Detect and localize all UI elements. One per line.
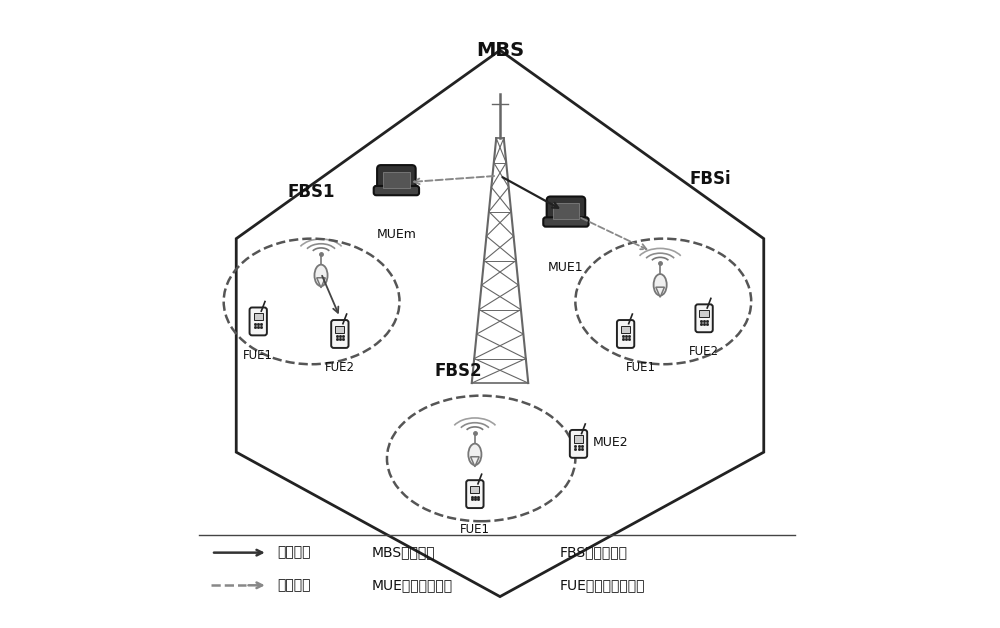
Text: FUE2: FUE2 xyxy=(689,345,719,359)
Text: FUE1: FUE1 xyxy=(460,523,490,536)
FancyBboxPatch shape xyxy=(543,217,589,227)
Text: MUE：宏基站用户: MUE：宏基站用户 xyxy=(371,578,452,592)
Text: FUE：家庭基站用户: FUE：家庭基站用户 xyxy=(560,578,645,592)
Text: 干扰信号: 干扰信号 xyxy=(277,578,311,592)
Text: FBS1: FBS1 xyxy=(288,183,335,201)
Bar xyxy=(470,485,479,493)
Text: MBS: MBS xyxy=(476,41,524,60)
Polygon shape xyxy=(471,457,479,467)
Polygon shape xyxy=(317,278,325,288)
FancyBboxPatch shape xyxy=(250,308,267,335)
Ellipse shape xyxy=(654,274,667,296)
FancyBboxPatch shape xyxy=(570,430,587,458)
Bar xyxy=(621,325,630,333)
Text: MBS：宏基站: MBS：宏基站 xyxy=(371,546,435,560)
Text: FBSi: FBSi xyxy=(690,170,731,188)
FancyBboxPatch shape xyxy=(547,197,585,225)
Ellipse shape xyxy=(314,264,328,286)
Text: FUE1: FUE1 xyxy=(626,361,656,374)
Text: FUE1: FUE1 xyxy=(243,349,273,362)
Bar xyxy=(335,325,344,333)
Bar xyxy=(574,435,583,443)
Bar xyxy=(699,310,709,317)
Text: FBS：家庭基站: FBS：家庭基站 xyxy=(560,546,628,560)
FancyBboxPatch shape xyxy=(617,320,634,348)
Bar xyxy=(254,313,263,320)
Text: MUE2: MUE2 xyxy=(592,436,628,449)
FancyBboxPatch shape xyxy=(377,165,416,194)
FancyBboxPatch shape xyxy=(695,305,713,332)
FancyBboxPatch shape xyxy=(374,186,419,195)
FancyBboxPatch shape xyxy=(466,480,484,508)
Bar xyxy=(383,172,410,188)
Bar xyxy=(553,203,579,219)
Ellipse shape xyxy=(468,443,481,465)
Text: FBS2: FBS2 xyxy=(434,362,482,380)
Text: FUE2: FUE2 xyxy=(325,361,355,374)
FancyBboxPatch shape xyxy=(331,320,349,348)
Text: MUE1: MUE1 xyxy=(548,261,584,274)
Text: 有用信号: 有用信号 xyxy=(277,546,311,560)
Text: MUEm: MUEm xyxy=(376,228,416,241)
Polygon shape xyxy=(656,287,664,297)
